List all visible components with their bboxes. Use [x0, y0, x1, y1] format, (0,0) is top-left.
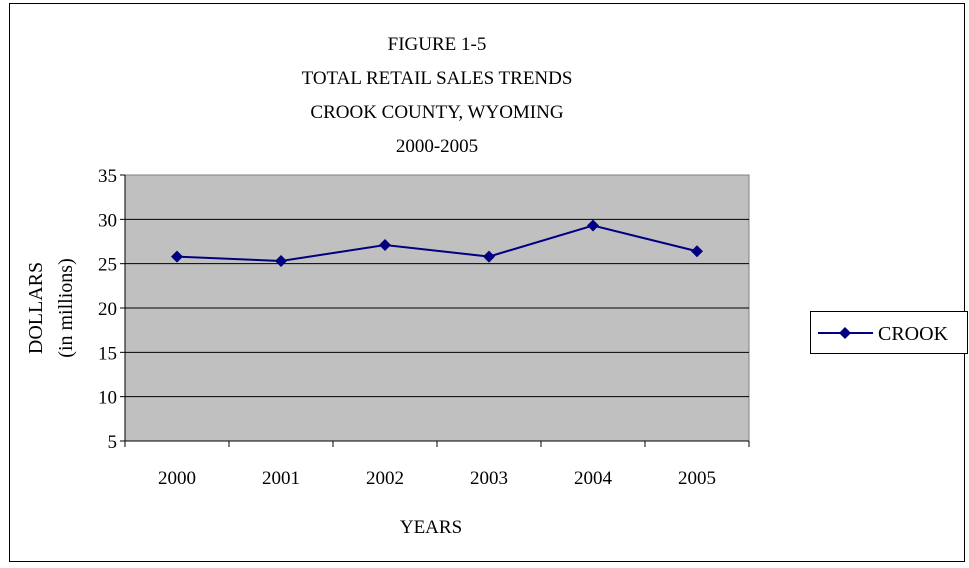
y-tick-label: 20 — [98, 299, 117, 320]
x-tick-label: 2003 — [470, 468, 508, 489]
y-tick-label: 10 — [98, 388, 117, 409]
y-tick-label: 5 — [108, 432, 118, 453]
data-point-marker — [275, 255, 287, 268]
title-line-4: 2000-2005 — [396, 136, 478, 157]
x-tick-label: 2001 — [262, 468, 300, 489]
y-tick-label: 25 — [98, 255, 117, 276]
y-axis-title-line-1: DOLLARS — [25, 262, 47, 354]
y-tick-label: 30 — [98, 210, 117, 231]
chart-title: FIGURE 1-5 TOTAL RETAIL SALES TRENDS CRO… — [302, 34, 573, 157]
x-tick-label: 2004 — [574, 468, 613, 489]
data-point-marker — [379, 239, 391, 252]
y-tick-label: 15 — [98, 343, 117, 364]
data-point-marker — [171, 250, 183, 263]
series-layer — [171, 219, 703, 268]
legend: CROOK — [810, 311, 968, 354]
data-point-marker — [587, 219, 599, 232]
x-axis: 2000 2001 2002 2003 2004 2005 — [124, 440, 750, 489]
x-tick-label: 2002 — [366, 468, 404, 489]
legend-label: CROOK — [878, 323, 949, 345]
y-tick-label: 35 — [98, 166, 117, 187]
x-tick-label: 2005 — [678, 468, 716, 489]
y-axis: 5 10 15 20 25 30 35 — [98, 166, 126, 453]
gridlines — [125, 218, 749, 398]
x-axis-title: YEARS — [400, 517, 462, 538]
title-line-2: TOTAL RETAIL SALES TRENDS — [302, 68, 573, 89]
series-line — [176, 224, 698, 263]
y-axis-title: DOLLARS (in millions) — [25, 258, 77, 357]
data-point-marker — [483, 250, 495, 263]
data-point-marker — [691, 245, 703, 258]
y-axis-title-line-2: (in millions) — [55, 258, 77, 357]
title-line-1: FIGURE 1-5 — [388, 34, 487, 55]
title-line-3: CROOK COUNTY, WYOMING — [310, 102, 563, 123]
legend-marker — [839, 327, 851, 339]
x-tick-label: 2000 — [158, 468, 196, 489]
